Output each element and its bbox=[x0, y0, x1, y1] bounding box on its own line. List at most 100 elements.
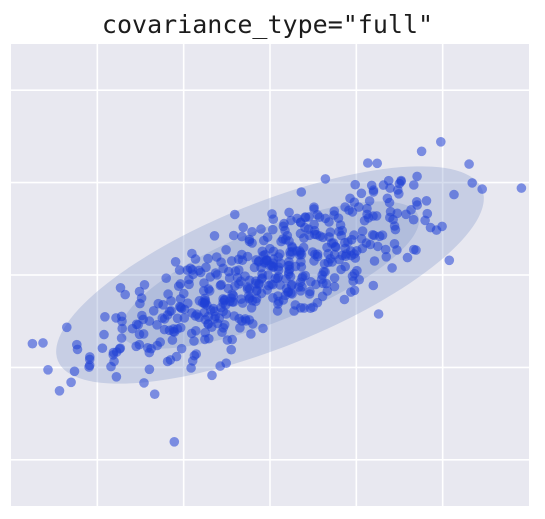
data-point bbox=[316, 274, 327, 285]
data-point bbox=[279, 218, 289, 229]
data-point bbox=[203, 319, 213, 329]
data-point bbox=[425, 222, 436, 233]
data-point bbox=[221, 309, 232, 319]
data-point bbox=[284, 269, 294, 279]
data-point bbox=[216, 257, 226, 268]
data-point bbox=[116, 311, 127, 322]
data-point bbox=[467, 178, 478, 188]
data-point bbox=[161, 273, 171, 284]
data-point bbox=[298, 271, 308, 282]
data-point bbox=[436, 137, 446, 147]
data-point bbox=[372, 158, 383, 169]
data-point bbox=[256, 288, 267, 299]
data-point bbox=[444, 255, 455, 266]
data-point bbox=[258, 323, 268, 334]
data-point bbox=[304, 289, 315, 299]
data-point bbox=[369, 256, 380, 266]
data-point bbox=[189, 350, 200, 361]
data-point bbox=[172, 313, 183, 324]
data-point bbox=[230, 281, 240, 291]
data-point bbox=[304, 230, 315, 241]
data-point bbox=[272, 306, 283, 316]
data-point bbox=[117, 323, 127, 334]
data-point bbox=[421, 196, 432, 206]
data-point bbox=[189, 336, 199, 346]
data-point bbox=[142, 343, 153, 353]
data-point bbox=[166, 306, 176, 316]
data-point bbox=[54, 386, 65, 396]
data-point bbox=[116, 333, 127, 343]
data-point bbox=[422, 208, 433, 219]
data-point bbox=[134, 329, 145, 340]
data-point bbox=[205, 305, 216, 315]
data-point bbox=[198, 286, 209, 296]
data-point bbox=[394, 189, 404, 199]
data-point bbox=[368, 185, 379, 195]
data-point bbox=[176, 343, 187, 354]
data-point bbox=[120, 289, 130, 300]
data-point bbox=[111, 372, 122, 382]
data-point bbox=[106, 361, 116, 372]
data-point bbox=[356, 188, 367, 199]
data-point bbox=[134, 339, 145, 350]
data-point bbox=[306, 277, 316, 287]
data-point bbox=[362, 203, 372, 214]
data-point bbox=[115, 283, 126, 293]
data-point bbox=[390, 224, 401, 235]
chart-title: covariance_type="full" bbox=[101, 10, 434, 39]
data-point bbox=[139, 280, 150, 290]
data-point bbox=[309, 202, 319, 212]
data-point bbox=[336, 264, 346, 275]
data-point bbox=[244, 275, 255, 286]
data-point bbox=[392, 245, 402, 255]
data-point bbox=[165, 355, 176, 365]
data-point bbox=[349, 285, 360, 296]
data-point bbox=[115, 343, 126, 354]
data-point bbox=[97, 343, 108, 354]
data-point bbox=[149, 389, 160, 400]
data-point bbox=[264, 260, 275, 271]
data-point bbox=[368, 280, 379, 291]
data-point bbox=[203, 253, 213, 264]
data-point bbox=[235, 323, 245, 333]
data-point bbox=[215, 361, 225, 371]
data-point bbox=[237, 231, 247, 242]
data-point bbox=[357, 226, 368, 236]
data-point bbox=[69, 366, 80, 377]
data-point bbox=[278, 234, 288, 244]
data-point bbox=[412, 171, 422, 182]
data-point bbox=[437, 221, 447, 232]
data-point bbox=[191, 326, 201, 336]
data-point bbox=[72, 339, 82, 350]
data-point bbox=[408, 214, 419, 225]
data-point bbox=[265, 243, 275, 254]
data-point bbox=[27, 338, 38, 349]
data-point bbox=[38, 338, 48, 348]
data-point bbox=[175, 279, 186, 289]
data-point bbox=[416, 146, 427, 157]
data-point bbox=[167, 335, 178, 345]
data-point bbox=[200, 327, 210, 338]
data-point bbox=[237, 249, 247, 260]
data-point bbox=[326, 238, 337, 248]
data-point bbox=[412, 200, 423, 210]
data-point bbox=[84, 354, 95, 365]
data-point bbox=[385, 183, 395, 193]
data-point bbox=[148, 306, 159, 316]
data-point bbox=[268, 224, 278, 235]
data-point bbox=[284, 257, 294, 267]
data-point bbox=[222, 335, 233, 345]
data-point bbox=[209, 231, 220, 241]
data-point bbox=[226, 344, 236, 355]
data-point bbox=[317, 291, 328, 302]
data-point bbox=[304, 212, 314, 222]
data-point bbox=[392, 208, 403, 219]
data-point bbox=[185, 263, 196, 274]
data-point bbox=[247, 227, 257, 237]
data-point bbox=[270, 273, 281, 284]
data-point bbox=[99, 329, 109, 340]
data-point bbox=[373, 241, 383, 252]
data-point bbox=[186, 363, 196, 373]
